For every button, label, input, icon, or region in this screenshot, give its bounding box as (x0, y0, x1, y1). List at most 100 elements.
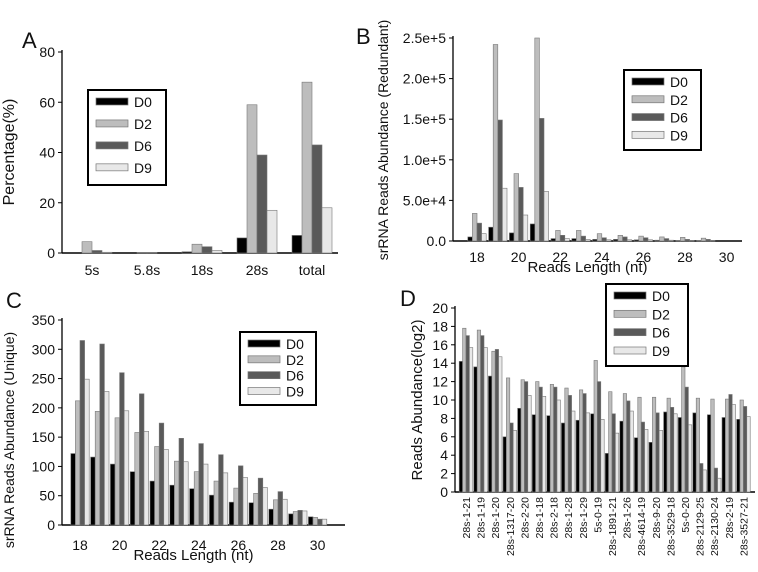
bar-D6 (539, 118, 545, 242)
y-tick-label: 300 (32, 341, 56, 357)
bar-D9 (688, 424, 693, 493)
bar-D9 (143, 430, 149, 526)
y-tick-label: 200 (32, 400, 56, 416)
x-tick-label: 28s-1-20 (490, 497, 502, 539)
x-tick-label: 28s-2-19 (724, 497, 736, 539)
bar-D9 (702, 469, 707, 493)
bar-D2 (233, 487, 239, 526)
panel-B: B 0.0 5.0e+4 1.0e+5 1.5e+5 2.0e+5 2.5e+5 18 20 22… (356, 20, 742, 276)
x-tick-label: 28s-1317-20 (505, 497, 517, 556)
bar-D2 (617, 235, 623, 242)
bar-D0 (181, 251, 193, 254)
bar-D6 (684, 239, 690, 242)
bar-D6 (580, 235, 586, 242)
bar-D6 (218, 454, 224, 526)
x-tick-label: 24 (594, 249, 610, 265)
bar-D0 (634, 437, 639, 493)
legend-label: D0 (652, 288, 670, 304)
y-tick-label: 0 (47, 245, 55, 261)
bar-D0 (550, 238, 556, 242)
legend-label: D9 (652, 343, 670, 359)
x-tick-label: 20 (511, 249, 527, 265)
bar-D9 (321, 207, 333, 254)
bar-D0 (590, 413, 595, 493)
x-tick-label: 22 (552, 249, 568, 265)
bar-D2 (174, 460, 180, 526)
bar-D9 (629, 410, 634, 493)
x-tick-label: 18s (191, 262, 214, 278)
x-tick-label: 18 (469, 249, 485, 265)
bar-D9 (262, 487, 268, 526)
bar-D2 (681, 366, 686, 493)
bar-D9 (84, 378, 90, 526)
bar-D0 (129, 471, 136, 526)
x-tick-label: total (299, 262, 325, 278)
bar-D6 (622, 236, 628, 242)
bar-D2 (638, 235, 644, 242)
y-tick-label: 2.5e+5 (403, 30, 446, 46)
bar-D2 (213, 480, 219, 526)
bar-D9 (585, 412, 590, 493)
legend-label: D2 (652, 306, 670, 322)
bar-D6 (79, 340, 85, 526)
x-tick-label: 28s-9-20 (651, 497, 663, 539)
bar-D2 (596, 233, 603, 242)
bar-D0 (467, 236, 473, 242)
legend-swatch-D9 (95, 163, 129, 172)
panel-A: A 0 20 40 60 80 5s 5.8s 18s 28s total Percentage(%)… (1, 28, 338, 278)
x-axis-label: Reads Length (nt) (133, 547, 253, 564)
bar-D6 (663, 238, 670, 242)
bar-D0 (663, 411, 668, 493)
bar-D0 (189, 488, 195, 526)
x-tick-label: 28s-1-26 (622, 497, 634, 539)
bar-D9 (469, 347, 474, 493)
bar-D2 (134, 432, 140, 526)
bar-D9 (483, 347, 488, 493)
bar-D2 (506, 377, 511, 493)
bar-D2 (593, 360, 598, 493)
y-tick-label: 50 (39, 488, 55, 504)
x-tick-label: 26 (231, 537, 247, 553)
bar-D9 (481, 233, 487, 242)
bar-D9 (615, 432, 620, 493)
legend-label: D9 (286, 384, 304, 400)
bar-D9 (211, 250, 223, 254)
y-tick-label: 16 (432, 337, 448, 353)
bar-D9 (302, 510, 308, 526)
x-tick-label: 30 (310, 537, 326, 553)
bar-D2 (534, 37, 540, 242)
bar-D0 (531, 414, 536, 493)
bar-D0 (517, 407, 522, 493)
bar-D9 (522, 214, 529, 242)
y-tick-label: 14 (432, 355, 448, 371)
y-tick-label: 8 (440, 410, 448, 426)
legend-swatch-D2 (95, 119, 129, 128)
x-tick-label: 26 (636, 249, 652, 265)
bar-D9 (163, 449, 169, 526)
bar-D9 (183, 461, 189, 526)
bar-D9 (717, 477, 722, 493)
x-axis-label: Reads Length (nt) (527, 259, 647, 276)
bar-D2 (193, 471, 200, 526)
bar-D6 (728, 394, 733, 493)
bar-D2 (292, 511, 299, 526)
bar-D2 (652, 396, 657, 493)
bar-D6 (201, 246, 213, 254)
y-tick-label: 20 (39, 195, 55, 211)
bar-D0 (613, 239, 619, 242)
bar-D6 (743, 406, 748, 493)
bar-D2 (680, 237, 686, 242)
bar-D0 (248, 502, 254, 526)
panel-letter: A (22, 28, 37, 53)
legend-label: D6 (286, 368, 304, 384)
bar-D6 (178, 438, 184, 526)
bar-D9 (104, 391, 110, 526)
y-tick-label: 2.0e+5 (403, 71, 446, 87)
y-tick-label: 100 (32, 458, 56, 474)
legend-label: D0 (134, 94, 152, 110)
bar-D6 (257, 477, 264, 526)
bar-D6 (277, 491, 283, 526)
bar-D6 (311, 144, 323, 254)
bar-D0 (236, 237, 248, 254)
bar-D6 (494, 349, 499, 493)
